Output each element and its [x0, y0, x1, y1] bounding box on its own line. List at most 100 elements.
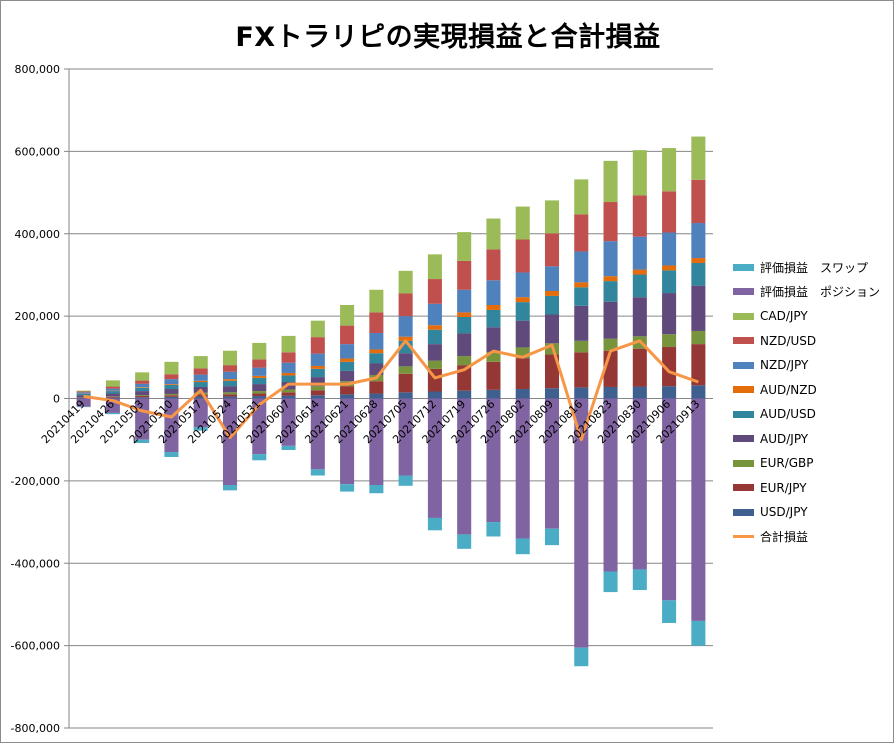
- bar-segment: [222, 398, 238, 485]
- bar-segment: [486, 309, 501, 328]
- legend-item: 合計損益: [733, 525, 880, 550]
- legend-label: 合計損益: [760, 530, 809, 545]
- bar-segment: [632, 269, 647, 275]
- legend-swatch: [733, 535, 754, 539]
- bar-segment: [252, 377, 267, 385]
- bar-segment: [135, 391, 150, 396]
- bar-segment: [105, 393, 120, 397]
- bar-segment: [252, 391, 267, 394]
- bar-segment: [252, 342, 267, 360]
- bar-segment: [164, 384, 179, 390]
- bar-segment: [135, 387, 150, 388]
- bar-segment: [603, 241, 618, 277]
- bar-segment: [135, 380, 150, 384]
- legend-label: 評価損益 ポジション: [760, 285, 881, 300]
- bar-segment: [486, 305, 501, 310]
- bar-segment: [544, 354, 560, 389]
- bar-segment: [310, 398, 325, 470]
- bar-segment: [105, 391, 120, 394]
- y-tick-label: 800,000: [15, 63, 61, 76]
- bar-segment: [135, 397, 150, 399]
- bar-segment: [310, 320, 325, 338]
- bar-segment: [574, 352, 589, 388]
- bar-segment: [222, 379, 238, 381]
- bar-segment: [632, 386, 647, 399]
- legend-item: NZD/USD: [733, 329, 880, 354]
- bar-segment: [398, 353, 413, 367]
- bar-segment: [603, 202, 618, 242]
- bar-segment: [662, 293, 677, 335]
- bar-segment: [369, 289, 384, 313]
- bar-segment: [691, 398, 706, 621]
- bar-segment: [574, 282, 589, 288]
- bar-segment: [252, 454, 267, 461]
- bar-segment: [457, 356, 472, 366]
- bar-segment: [105, 397, 120, 399]
- bar-segment: [662, 270, 677, 294]
- bar-segment: [340, 484, 355, 492]
- bar-segment: [310, 390, 325, 396]
- bar-segment: [662, 334, 677, 348]
- bar-segment: [574, 179, 589, 215]
- bar-segment: [457, 232, 472, 261]
- legend-swatch: [733, 508, 754, 516]
- bar-segment: [281, 335, 296, 353]
- bar-segment: [486, 398, 501, 523]
- bar-segment: [574, 340, 589, 353]
- bar-segment: [340, 358, 355, 362]
- legend-label: NZD/JPY: [760, 358, 809, 373]
- bar-segment: [632, 274, 647, 298]
- bar-segment: [252, 398, 267, 455]
- bar-segment: [252, 393, 267, 397]
- legend-label: AUD/USD: [760, 407, 816, 422]
- y-tick-label: -600,000: [11, 640, 60, 653]
- bar-segment: [691, 136, 706, 180]
- bar-segment: [193, 427, 208, 431]
- bar-segment: [369, 381, 384, 394]
- bar-segment: [398, 373, 413, 393]
- bar-segment: [632, 195, 647, 237]
- bar-segment: [398, 293, 413, 317]
- bar-segment: [486, 389, 501, 399]
- bar-segment: [252, 359, 267, 368]
- bar-segment: [574, 214, 589, 252]
- legend-item: 評価損益 ポジション: [733, 280, 880, 305]
- y-tick-label: 200,000: [15, 310, 61, 323]
- legend-swatch: [733, 361, 754, 369]
- bar-segment: [340, 386, 355, 395]
- bar-segment: [340, 305, 355, 326]
- bar-segment: [105, 386, 120, 389]
- legend-label: 評価損益 スワップ: [760, 260, 869, 275]
- bar-segment: [544, 291, 560, 296]
- bar-segment: [135, 383, 150, 388]
- bar-segment: [281, 389, 296, 393]
- bar-segment: [574, 305, 589, 341]
- legend-swatch: [733, 484, 754, 492]
- bar-segment: [310, 377, 325, 387]
- bar-segment: [662, 191, 677, 233]
- bar-segment: [515, 302, 530, 321]
- bar-segment: [310, 337, 325, 354]
- bar-segment: [340, 394, 355, 399]
- total-line: [83, 339, 699, 442]
- bar-segment: [135, 372, 150, 381]
- legend-item: CAD/JPY: [733, 304, 880, 329]
- bar-segment: [340, 344, 355, 359]
- bar-segment: [164, 384, 179, 385]
- bar-segment: [105, 380, 120, 387]
- bar-segment: [574, 251, 589, 283]
- bar-segment: [662, 600, 677, 623]
- legend-item: AUD/JPY: [733, 427, 880, 452]
- bar-segment: [398, 336, 413, 341]
- bar-segment: [310, 353, 325, 366]
- bar-segment: [398, 316, 413, 337]
- legend-item: USD/JPY: [733, 500, 880, 525]
- bar-segment: [544, 314, 560, 344]
- bar-segment: [574, 387, 589, 399]
- bar-segment: [222, 371, 238, 380]
- bar-segment: [427, 360, 442, 369]
- y-tick-label: -200,000: [11, 475, 60, 488]
- legend-label: NZD/USD: [760, 333, 817, 348]
